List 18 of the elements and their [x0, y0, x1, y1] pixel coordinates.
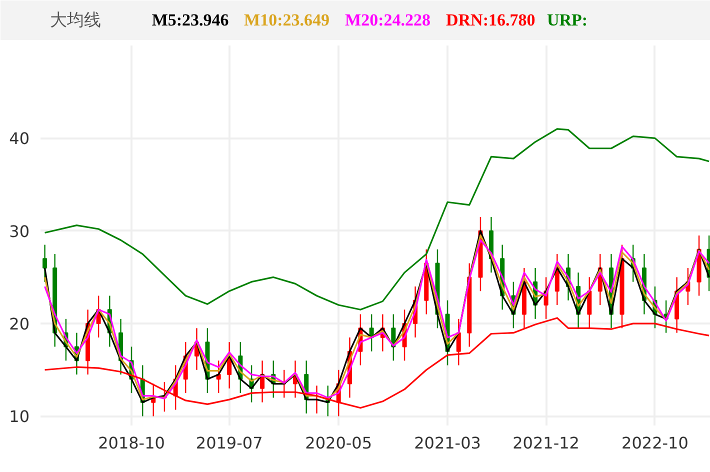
x-tick-label: 2018-10 [98, 434, 165, 452]
y-tick-label: 20 [9, 314, 30, 334]
text: URP: [546, 10, 588, 30]
y-tick-label: 30 [9, 222, 30, 241]
x-tick-label: 2019-07 [196, 434, 263, 452]
x-tick-label: 2021-03 [414, 434, 481, 452]
text: M10:23.649 [244, 10, 330, 30]
text: M5:23.946 [152, 10, 229, 30]
y-tick-label: 10 [9, 407, 30, 426]
y-tick-label: 40 [9, 129, 30, 148]
text: M20:24.228 [345, 10, 430, 30]
x-tick-label: 2021-12 [512, 434, 580, 452]
candlestick [42, 244, 48, 282]
line-series [44, 128, 710, 310]
chart-title: 大均线 [50, 10, 101, 30]
x-tick-label: 2022-10 [622, 434, 688, 452]
x-tick-label: 2020-05 [305, 434, 372, 452]
text: DRN:16.780 [446, 10, 536, 30]
